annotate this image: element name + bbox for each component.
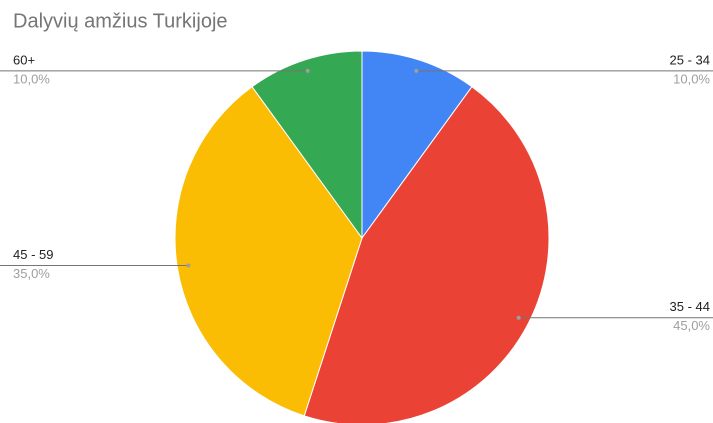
- leader-dot: [414, 68, 419, 73]
- legend-label: 45 - 59: [13, 247, 53, 262]
- legend-label: 25 - 34: [670, 52, 710, 67]
- data-label: 10,0%: [13, 71, 50, 86]
- leader-dot: [305, 68, 310, 73]
- legend-label: 60+: [13, 52, 35, 67]
- data-label: 45,0%: [673, 318, 710, 333]
- leader-dot: [186, 263, 191, 268]
- pie-slice: [303, 86, 550, 423]
- pie-slice: [174, 86, 363, 417]
- chart-title: Dalyvių amžius Turkijoje: [13, 10, 228, 32]
- data-label: 10,0%: [673, 71, 710, 86]
- data-label: 35,0%: [13, 266, 50, 281]
- pie-slice: [251, 50, 363, 240]
- legend-label: 35 - 44: [670, 299, 710, 314]
- leader-dot: [516, 315, 521, 320]
- pie-slice: [361, 50, 473, 240]
